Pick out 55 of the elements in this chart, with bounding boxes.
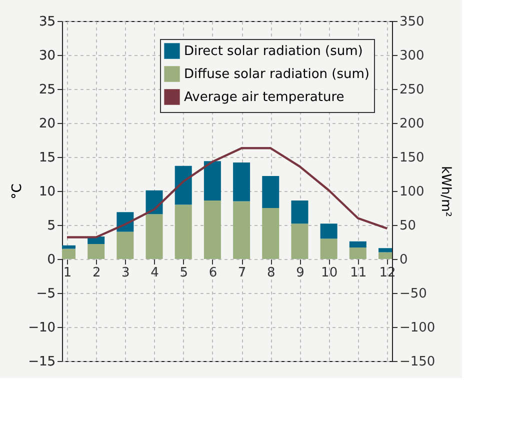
bar: [233, 162, 250, 202]
y-tick-label: 30: [38, 48, 56, 64]
y2-tick-label: 250: [400, 82, 424, 98]
bar: [146, 214, 163, 259]
bar: [204, 161, 221, 201]
y2-tick-label: 0: [400, 252, 408, 268]
bar: [116, 232, 134, 259]
y-tick-label: 25: [38, 82, 56, 98]
bar: [174, 204, 192, 259]
y2-axis-title: kWh/m²: [438, 166, 454, 217]
y2-tick-label: −100: [400, 320, 436, 336]
bar: [291, 200, 308, 224]
y-tick-label: 35: [38, 14, 56, 30]
bar: [349, 241, 366, 248]
bar: [320, 224, 338, 239]
y2-tick-label: 300: [400, 48, 424, 64]
x-tick-label: 2: [92, 266, 101, 280]
x-tick-label: 9: [296, 266, 304, 280]
y2-tick-label: 50: [400, 218, 416, 234]
y2-tick-label: 200: [400, 116, 424, 132]
y2-tick-label: −150: [400, 354, 436, 370]
x-tick-label: 3: [122, 266, 130, 280]
bar: [174, 166, 192, 205]
y-tick-label: 0: [47, 252, 56, 268]
x-tick-label: 11: [350, 266, 367, 280]
x-tick-label: 5: [180, 266, 188, 280]
x-tick-label: 1: [63, 266, 72, 280]
x-tick-label: 10: [321, 266, 338, 280]
y2-tick-label: 350: [400, 14, 424, 30]
y-tick-label: −10: [28, 320, 56, 336]
bar: [204, 200, 221, 259]
y2-tick-label: −50: [400, 286, 427, 302]
y-tick-label: 5: [47, 218, 56, 234]
legend-label: Diffuse solar radiation (sum): [184, 67, 370, 82]
x-tick-label: 8: [266, 266, 276, 280]
bar: [349, 247, 366, 259]
legend-label: Average air temperature: [184, 90, 344, 105]
bar: [233, 201, 250, 259]
legend-label: Direct solar radiation (sum): [184, 44, 363, 59]
x-tick-label: 7: [238, 266, 246, 280]
y-tick-label: −15: [28, 354, 56, 370]
x-tick-label: 6: [208, 266, 218, 280]
y-tick-label: −5: [36, 286, 56, 302]
bar: [320, 238, 338, 259]
y-tick-label: 20: [38, 116, 56, 132]
y2-tick-label: 100: [400, 184, 424, 200]
y-tick-label: 10: [38, 184, 56, 200]
bar: [262, 176, 280, 208]
y2-tick-label: 150: [400, 150, 424, 166]
bar: [262, 208, 280, 259]
bar: [291, 224, 308, 259]
bar: [88, 244, 105, 259]
y-axis-title: °C: [10, 184, 26, 200]
x-tick-label: 4: [150, 266, 159, 280]
y-tick-label: 15: [38, 150, 56, 166]
